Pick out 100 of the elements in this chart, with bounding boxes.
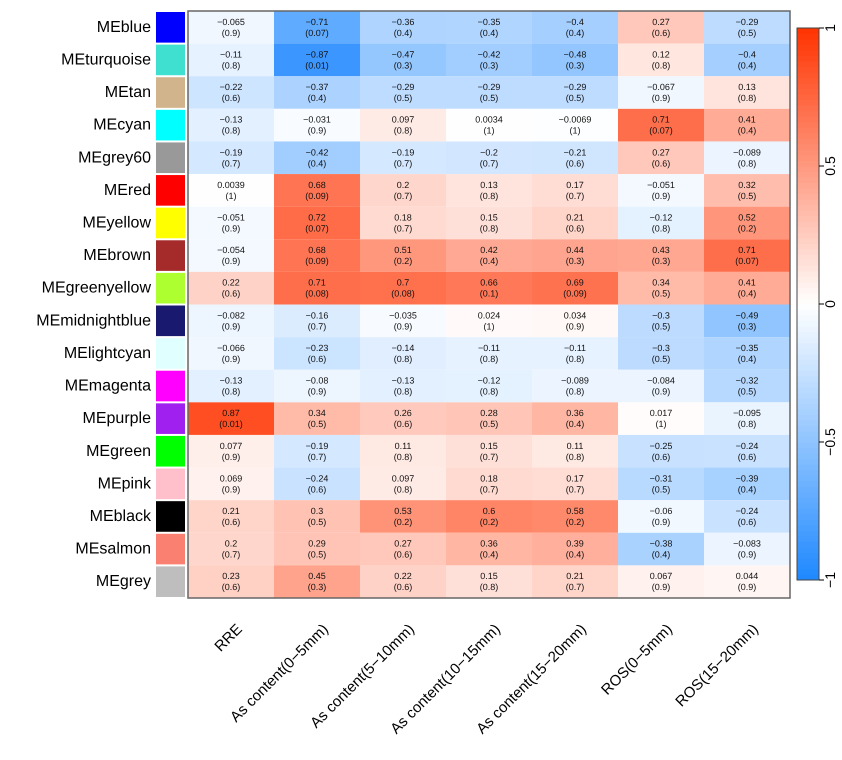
data-label: −0.4 (0.4) xyxy=(566,16,584,38)
color-bar-label: −1 xyxy=(822,572,838,588)
data-label: −0.06 (0.9) xyxy=(650,506,672,527)
data-label: −0.035 (0.9) xyxy=(389,310,417,332)
data-label: −0.13 (0.8) xyxy=(392,376,414,397)
y-tick-label: MEgrey60 xyxy=(78,149,152,166)
data-label: −0.2 (0.7) xyxy=(480,147,498,168)
data-label: −0.21 (0.6) xyxy=(564,147,586,168)
data-label: −0.11 (0.8) xyxy=(478,342,500,364)
data-label: 0.2 (0.7) xyxy=(222,538,240,560)
data-label: −0.42 (0.3) xyxy=(478,49,500,70)
data-label: −0.089 (0.8) xyxy=(733,147,761,168)
data-label: −0.19 (0.7) xyxy=(306,440,328,462)
data-label: 0.3 (0.5) xyxy=(308,506,326,527)
data-label: −0.35 (0.4) xyxy=(736,342,758,364)
data-label: 0.72 (0.07) xyxy=(305,212,329,234)
data-label: −0.24 (0.6) xyxy=(736,506,758,527)
data-label: −0.42 (0.4) xyxy=(306,147,328,168)
data-label: −0.082 (0.9) xyxy=(217,310,245,332)
data-label: 0.024 (1) xyxy=(478,310,500,332)
data-label: 0.41 (0.4) xyxy=(738,114,756,136)
data-label: 0.36 (0.4) xyxy=(480,538,498,560)
data-label: 0.21 (0.7) xyxy=(566,571,584,592)
data-label: 0.68 (0.09) xyxy=(305,180,329,201)
data-label: −0.49 (0.3) xyxy=(736,310,758,332)
color-bar-label: 0.5 xyxy=(822,156,838,176)
data-label: 0.53 (0.2) xyxy=(394,506,412,527)
data-label: 0.6 (0.2) xyxy=(480,506,498,527)
data-label: 0.45 (0.3) xyxy=(308,571,326,592)
data-label: 0.13 (0.8) xyxy=(480,180,498,201)
y-tick-label: MEmidnightblue xyxy=(36,312,152,330)
data-label: 0.18 (0.7) xyxy=(394,212,412,234)
data-label: 0.097 (0.8) xyxy=(392,114,414,136)
data-label: 0.044 (0.9) xyxy=(736,571,758,592)
data-label: −0.065 (0.9) xyxy=(217,16,245,38)
y-tick-label: MEturquoise xyxy=(61,51,152,68)
data-label: 0.15 (0.8) xyxy=(480,571,498,592)
data-label: 0.12 (0.8) xyxy=(652,49,670,70)
data-label: 0.69 (0.09) xyxy=(563,278,587,299)
data-label: 0.21 (0.6) xyxy=(222,506,240,527)
data-label: −0.13 (0.8) xyxy=(220,376,242,397)
data-label: −0.095 (0.8) xyxy=(733,408,761,430)
data-label: 0.71 (0.07) xyxy=(649,114,673,136)
data-label: −0.29 (0.5) xyxy=(736,16,758,38)
y-tick-label: MEbrown xyxy=(83,247,151,264)
data-label: 0.36 (0.4) xyxy=(566,408,584,430)
data-label: −0.11 (0.8) xyxy=(564,342,586,364)
data-label: −0.12 (0.8) xyxy=(478,376,500,397)
data-label: −0.32 (0.5) xyxy=(736,376,758,397)
data-label: −0.066 (0.9) xyxy=(217,342,245,364)
y-tick-label: MEyellow xyxy=(82,214,152,232)
color-bar-label: 1 xyxy=(822,24,838,32)
data-label: −0.36 (0.4) xyxy=(392,16,414,38)
y-tick-label: MEred xyxy=(104,182,151,199)
y-tick-label: MEgreen xyxy=(86,442,151,460)
data-label: −0.16 (0.7) xyxy=(306,310,328,332)
y-tick-label: MEblack xyxy=(90,508,152,525)
data-label: 0.42 (0.4) xyxy=(480,245,498,266)
data-label: −0.4 (0.4) xyxy=(738,49,756,70)
data-label: 0.32 (0.5) xyxy=(738,180,756,201)
data-label: 0.067 (0.9) xyxy=(650,571,672,592)
data-label: 0.097 (0.8) xyxy=(392,473,414,494)
y-tick-label: MEtan xyxy=(104,84,151,102)
data-label: −0.29 (0.5) xyxy=(392,82,414,104)
data-label: −0.3 (0.5) xyxy=(652,342,670,364)
y-tick-label: MEsalmon xyxy=(75,540,151,558)
data-label: 0.7 (0.08) xyxy=(391,278,415,299)
data-label: 0.39 (0.4) xyxy=(566,538,584,560)
data-label: −0.14 (0.8) xyxy=(392,342,414,364)
data-label: 0.28 (0.5) xyxy=(480,408,498,430)
data-label: 0.17 (0.7) xyxy=(566,180,584,201)
y-tick-label: MEblue xyxy=(96,18,152,36)
color-bar-label: −0.5 xyxy=(822,428,838,456)
data-label: 0.17 (0.7) xyxy=(566,473,584,494)
data-label: −0.067 (0.9) xyxy=(647,82,675,104)
data-label: 0.34 (0.5) xyxy=(308,408,326,430)
data-label: −0.08 (0.9) xyxy=(306,376,328,397)
data-label: −0.083 (0.9) xyxy=(733,538,761,560)
data-label: −0.71 (0.07) xyxy=(305,16,329,38)
y-tick-label: MEgreenyellow xyxy=(42,280,152,297)
data-label: −0.0069 (1) xyxy=(558,114,592,136)
data-label: 0.68 (0.09) xyxy=(305,245,329,266)
y-tick-label: MEgrey xyxy=(96,573,151,590)
data-label: −0.35 (0.4) xyxy=(478,16,500,38)
data-label: −0.87 (0.01) xyxy=(305,49,329,70)
data-label: 0.58 (0.2) xyxy=(566,506,584,527)
data-label: −0.29 (0.5) xyxy=(478,82,500,104)
data-label: 0.22 (0.6) xyxy=(222,278,240,299)
data-label: 0.71 (0.07) xyxy=(735,245,759,266)
data-label: 0.034 (0.9) xyxy=(564,310,586,332)
data-label: −0.31 (0.5) xyxy=(650,473,672,494)
data-label: −0.089 (0.8) xyxy=(561,376,589,397)
data-label: 0.26 (0.6) xyxy=(394,408,412,430)
data-label: −0.19 (0.7) xyxy=(220,147,242,168)
data-label: −0.19 (0.7) xyxy=(392,147,414,168)
data-label: −0.48 (0.3) xyxy=(564,49,586,70)
data-label: 0.017 (1) xyxy=(650,408,672,430)
data-label: −0.11 (0.8) xyxy=(220,49,242,70)
data-label: −0.24 (0.6) xyxy=(306,473,328,494)
data-label: 0.077 (0.9) xyxy=(220,440,242,462)
